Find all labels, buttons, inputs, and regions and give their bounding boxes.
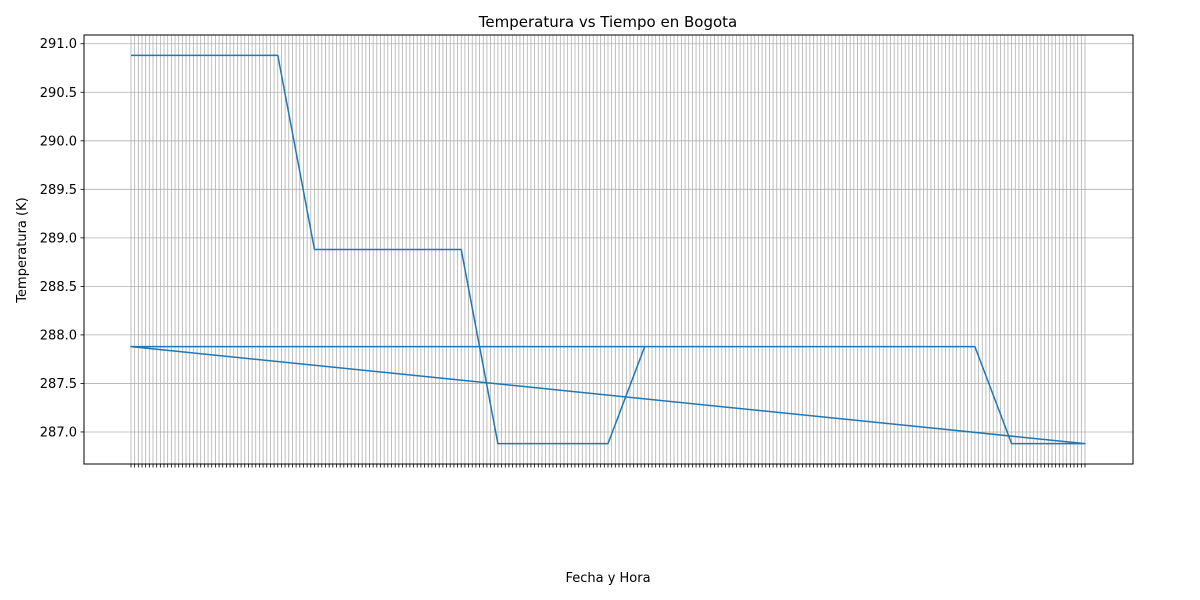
grid	[84, 35, 1133, 464]
y-axis-label: Temperatura (K)	[15, 197, 30, 303]
y-tick-label: 291.0	[40, 37, 77, 52]
x-axis-label: Fecha y Hora	[565, 571, 650, 586]
series-layer	[130, 54, 1086, 445]
chart-title: Temperatura vs Tiempo en Bogota	[478, 13, 737, 31]
y-tick-label: 287.5	[40, 377, 77, 392]
y-tick-label: 290.0	[40, 134, 77, 149]
y-tick-label: 289.0	[40, 231, 77, 246]
y-tick-label: 288.5	[40, 280, 77, 295]
x-axis	[130, 464, 1086, 468]
temperature-series-line	[130, 54, 1086, 445]
y-tick-label: 290.5	[40, 86, 77, 101]
plot-frame	[83, 34, 1134, 465]
y-tick-label: 287.0	[40, 425, 77, 440]
y-axis: 287.0 287.5 288.0 288.5 289.0 289.5 290.0 290.5…	[40, 37, 84, 440]
plot-area	[84, 35, 1133, 464]
y-tick-label: 288.0	[40, 328, 77, 343]
y-tick-label: 289.5	[40, 183, 77, 198]
